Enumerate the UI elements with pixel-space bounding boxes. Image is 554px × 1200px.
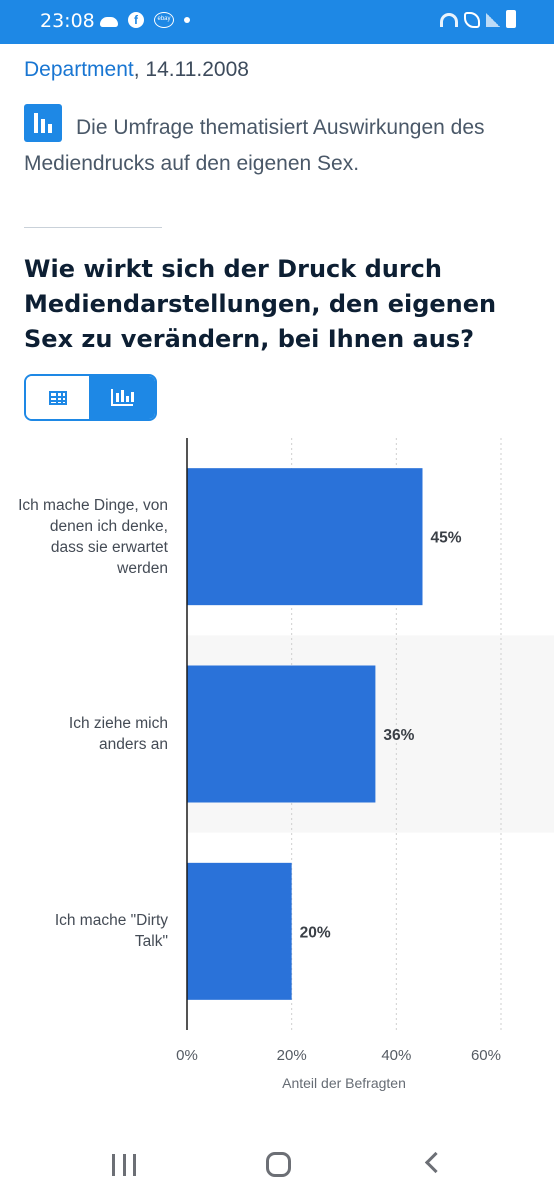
chart-title: Wie wirkt sich der Druck durch Mediendar…: [24, 255, 497, 353]
recent-apps-icon[interactable]: [112, 1154, 136, 1176]
source-date-line: Department, 14.11.2008: [24, 58, 249, 82]
bar[interactable]: [187, 468, 423, 606]
table-view-button[interactable]: [26, 376, 89, 419]
x-axis-label: Anteil der Befragten: [282, 1075, 406, 1091]
value-label: 20%: [300, 924, 331, 941]
survey-description: Die Umfrage thematisiert Auswirkungen de…: [24, 104, 524, 182]
x-tick-label: 0%: [176, 1047, 198, 1064]
navigation-bar: [0, 1130, 554, 1200]
wifi-calling-icon: [464, 12, 480, 28]
bar-chart: 45% 36% 20% 0% 20% 40% 60% Anteil der Befragten: [176, 438, 554, 1091]
value-label: 36%: [383, 727, 414, 744]
bar-chart-icon: [111, 389, 134, 406]
cloud-icon: [100, 17, 118, 27]
home-icon[interactable]: [266, 1152, 291, 1177]
facebook-icon: f: [128, 12, 144, 28]
category-label: Ich ziehe mich anders an: [68, 715, 168, 753]
publish-date: , 14.11.2008: [133, 58, 249, 81]
divider: [24, 227, 162, 228]
battery-icon: [506, 10, 516, 28]
back-icon[interactable]: [424, 1151, 447, 1174]
status-bar: 23:08 f ebay: [0, 0, 554, 44]
source-link[interactable]: Department: [24, 58, 134, 81]
description-text: Die Umfrage thematisiert Auswirkungen de…: [24, 116, 485, 175]
category-label: Ich mache Dinge, von denen ich denke, da…: [18, 496, 168, 577]
status-time: 23:08: [40, 10, 95, 32]
ebay-icon: ebay: [154, 12, 174, 28]
bar[interactable]: [187, 862, 292, 1000]
bar[interactable]: [187, 665, 376, 803]
wifi-icon: [440, 13, 458, 27]
x-tick-label: 60%: [471, 1047, 501, 1064]
x-tick-label: 40%: [381, 1047, 411, 1064]
signal-icon: [486, 13, 500, 27]
notification-dot-icon: [184, 17, 190, 23]
chart-view-button[interactable]: [89, 376, 155, 419]
statistic-icon: [24, 104, 62, 142]
view-toggle: [24, 374, 157, 421]
table-icon: [48, 390, 67, 405]
value-label: 45%: [431, 530, 462, 547]
x-tick-label: 20%: [277, 1047, 307, 1064]
category-label: Ich mache "Dirty Talk": [54, 912, 168, 951]
